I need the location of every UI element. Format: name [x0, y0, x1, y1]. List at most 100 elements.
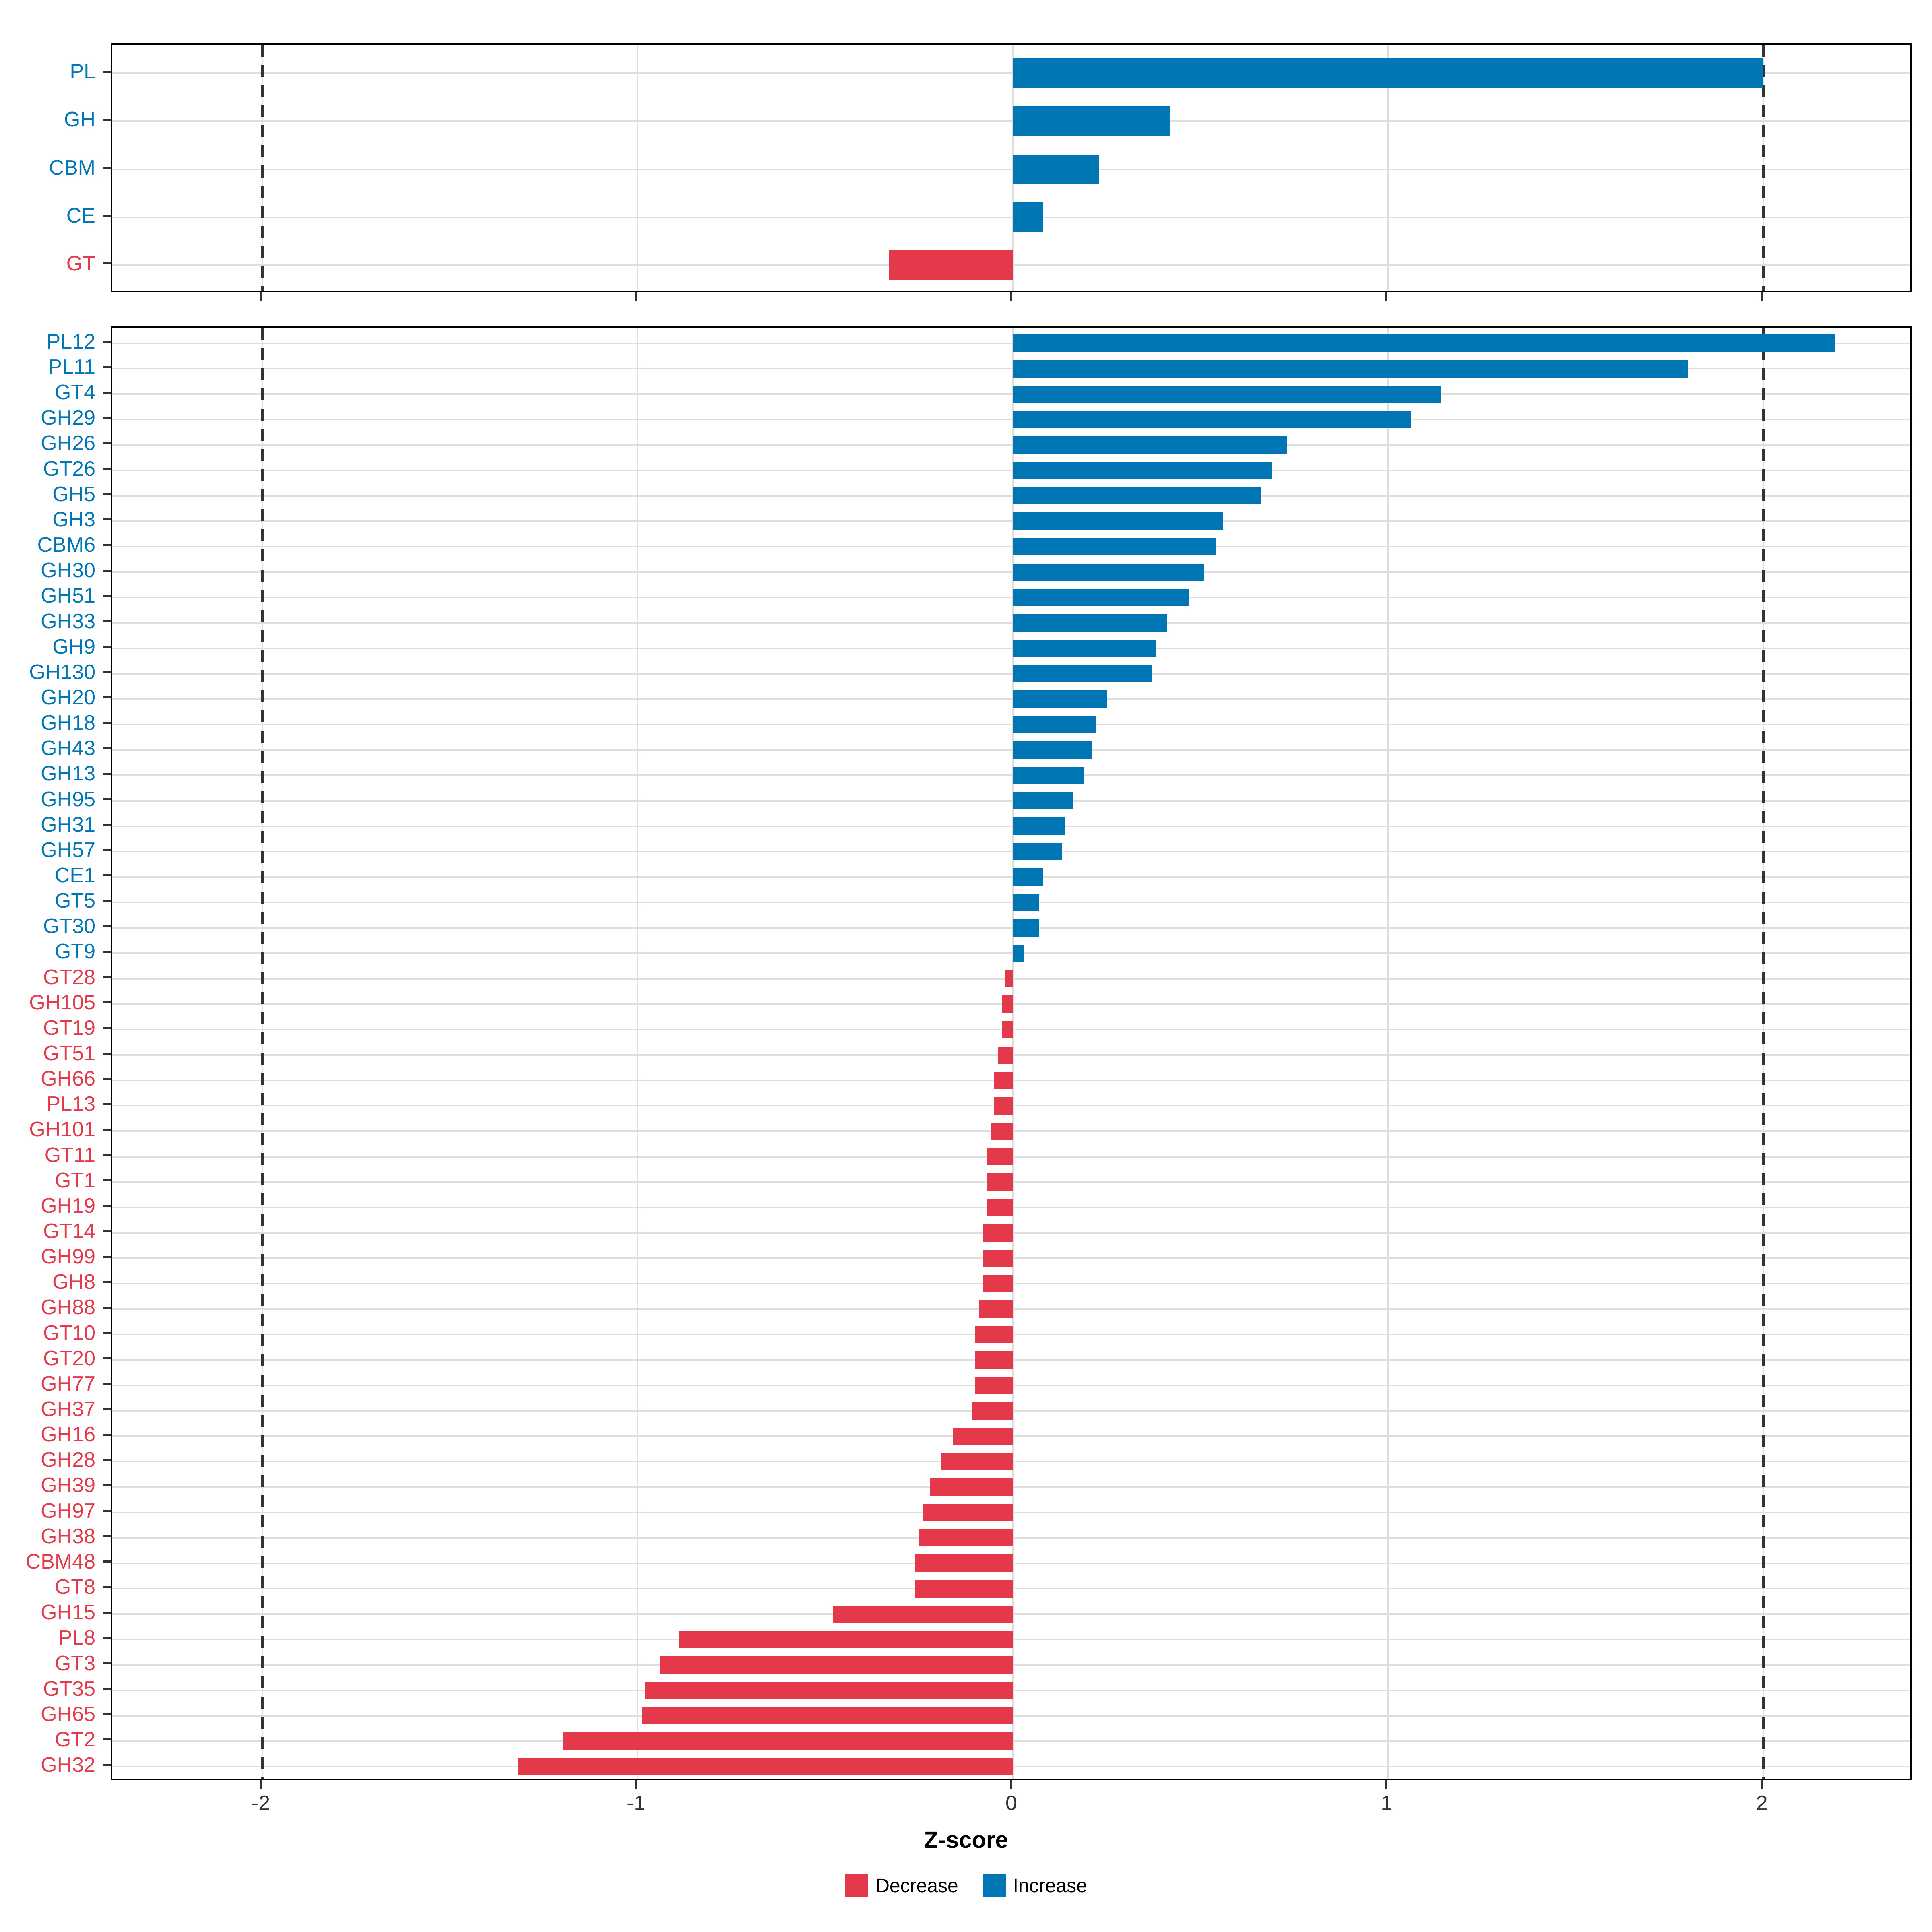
x-tick-label-0: 0 — [1005, 1792, 1017, 1815]
y-tick-GH15 — [103, 1611, 111, 1614]
bar-GH88 — [979, 1300, 1013, 1318]
x-tick--2-panel1 — [260, 1780, 262, 1789]
dashed-line-x-2 — [1762, 328, 1765, 1779]
row-label-GH19: GH19 — [41, 1194, 95, 1218]
row-label-GT10: GT10 — [43, 1321, 95, 1345]
x-axis-title: Z-score — [924, 1827, 1008, 1853]
y-tick-CE — [103, 215, 111, 217]
y-tick-GH51 — [103, 594, 111, 597]
row-label-PL13: PL13 — [46, 1092, 95, 1116]
row-label-GT9: GT9 — [54, 940, 95, 964]
y-tick-GH8 — [103, 1281, 111, 1283]
bar-GH — [1013, 106, 1171, 136]
y-tick-GH43 — [103, 747, 111, 749]
gridline-y-PL11 — [112, 368, 1910, 370]
gridline-y-PL — [112, 72, 1910, 74]
y-tick-GH18 — [103, 722, 111, 724]
y-tick-GH105 — [103, 1001, 111, 1004]
y-tick-GH20 — [103, 696, 111, 699]
row-label-CE: CE — [66, 204, 95, 227]
row-label-GT28: GT28 — [43, 965, 95, 989]
y-tick-PL — [103, 70, 111, 73]
gridline-y-GT30 — [112, 927, 1910, 929]
bar-GH29 — [1013, 411, 1411, 428]
x-tick-0-panel0 — [1010, 292, 1012, 301]
row-label-GH99: GH99 — [41, 1245, 95, 1269]
bar-GT9 — [1013, 944, 1024, 962]
x-tick-2-panel0 — [1761, 292, 1763, 301]
gridline-y-GH13 — [112, 774, 1910, 776]
row-label-GT51: GT51 — [43, 1042, 95, 1065]
row-label-GT30: GT30 — [43, 914, 95, 938]
row-label-GH51: GH51 — [41, 584, 95, 608]
bar-CBM6 — [1013, 538, 1216, 555]
gridline-y-GT9 — [112, 952, 1910, 954]
row-label-GH66: GH66 — [41, 1067, 95, 1091]
bar-GH39 — [930, 1478, 1013, 1496]
row-label-GT19: GT19 — [43, 1016, 95, 1040]
row-label-GH37: GH37 — [41, 1397, 95, 1421]
y-tick-GH32 — [103, 1764, 111, 1766]
row-label-GH3: GH3 — [52, 508, 95, 531]
row-label-GH88: GH88 — [41, 1296, 95, 1319]
y-tick-CE1 — [103, 874, 111, 877]
row-label-PL: PL — [70, 60, 95, 84]
row-label-CBM6: CBM6 — [37, 533, 95, 557]
row-label-GH105: GH105 — [29, 991, 95, 1014]
bar-GH37 — [971, 1402, 1013, 1420]
bar-GH19 — [987, 1199, 1013, 1216]
gridline-x-1 — [1387, 45, 1389, 291]
gridline-y-GH3 — [112, 520, 1910, 522]
bar-GH77 — [975, 1377, 1013, 1394]
bar-PL12 — [1013, 334, 1835, 352]
legend-item-decrease: Decrease — [845, 1874, 958, 1897]
y-tick-GH77 — [103, 1383, 111, 1385]
row-label-GH39: GH39 — [41, 1474, 95, 1497]
row-label-CBM48: CBM48 — [25, 1550, 95, 1573]
row-label-PL11: PL11 — [48, 355, 95, 379]
row-label-GT4: GT4 — [54, 381, 95, 405]
bar-GH30 — [1013, 563, 1204, 581]
bar-GT35 — [645, 1682, 1013, 1699]
y-tick-GT26 — [103, 468, 111, 470]
increase-color-swatch — [982, 1874, 1006, 1897]
x-tick--1-panel1 — [635, 1780, 637, 1789]
row-label-GT20: GT20 — [43, 1346, 95, 1370]
bar-GT3 — [660, 1656, 1013, 1674]
y-tick-CBM48 — [103, 1560, 111, 1563]
row-label-PL8: PL8 — [58, 1626, 95, 1650]
y-tick-GT30 — [103, 925, 111, 927]
row-label-GH8: GH8 — [52, 1270, 95, 1294]
y-tick-PL12 — [103, 341, 111, 343]
row-label-GH33: GH33 — [41, 609, 95, 633]
y-tick-GH3 — [103, 518, 111, 521]
bar-GH8 — [983, 1275, 1013, 1292]
bar-GH26 — [1013, 436, 1287, 454]
gridline-x--1 — [637, 328, 639, 1779]
row-label-GT35: GT35 — [43, 1677, 95, 1701]
bottom-panel-subfamily — [111, 326, 1912, 1780]
bar-GH18 — [1013, 716, 1096, 733]
y-tick-GT2 — [103, 1738, 111, 1741]
y-tick-GH66 — [103, 1077, 111, 1080]
gridline-y-CBM — [112, 168, 1910, 170]
gridline-y-GH57 — [112, 850, 1910, 852]
row-label-GH31: GH31 — [41, 813, 95, 836]
y-tick-GT11 — [103, 1154, 111, 1156]
row-label-GH28: GH28 — [41, 1448, 95, 1472]
row-label-GT26: GT26 — [43, 457, 95, 481]
bar-GH9 — [1013, 640, 1156, 657]
bar-GT14 — [983, 1224, 1013, 1242]
bar-GH99 — [983, 1249, 1013, 1267]
gridline-y-GH33 — [112, 622, 1910, 624]
row-label-GH43: GH43 — [41, 737, 95, 760]
bar-GT30 — [1013, 919, 1039, 937]
row-label-GH65: GH65 — [41, 1702, 95, 1726]
gridline-y-GH51 — [112, 597, 1910, 599]
row-label-GT11: GT11 — [44, 1143, 95, 1167]
y-tick-GH33 — [103, 620, 111, 622]
bar-GT26 — [1013, 462, 1272, 479]
y-tick-PL11 — [103, 366, 111, 368]
y-tick-GH26 — [103, 442, 111, 444]
bar-PL11 — [1013, 360, 1688, 378]
